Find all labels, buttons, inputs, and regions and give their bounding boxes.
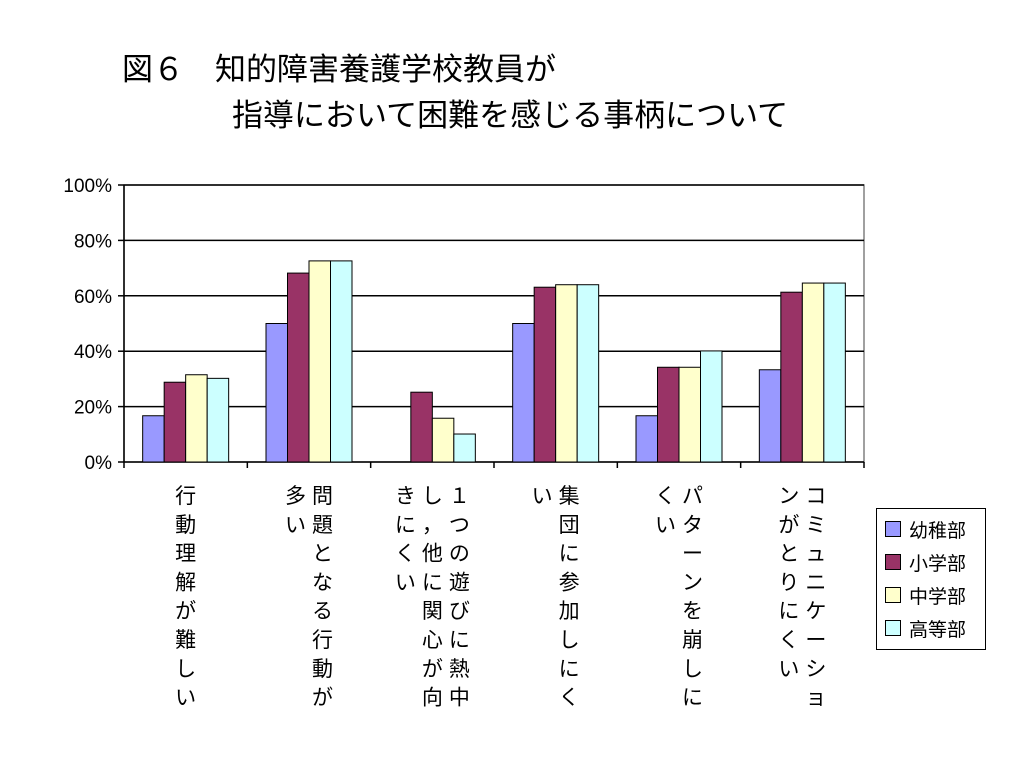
legend-swatch xyxy=(885,554,901,570)
bar-小学部 xyxy=(657,366,680,463)
bar-中学部 xyxy=(801,282,825,463)
bar-幼稚部 xyxy=(142,415,165,463)
plot-area xyxy=(123,184,865,463)
legend-item: 高等部 xyxy=(885,613,966,643)
y-tick-label: 0% xyxy=(85,453,113,474)
bar-高等部 xyxy=(453,433,476,463)
bar-高等部 xyxy=(330,260,353,463)
y-tick-label: 80% xyxy=(74,231,112,252)
bar-中学部 xyxy=(431,417,455,463)
x-category-label-column: い xyxy=(532,484,553,508)
legend-item: 中学部 xyxy=(885,580,966,610)
bar-中学部 xyxy=(185,374,208,463)
legend-item: 小学部 xyxy=(885,547,966,577)
x-category-label-column: くい xyxy=(655,484,676,537)
x-category-label-column: ンがとりにくい xyxy=(778,484,799,681)
bar-高等部 xyxy=(576,284,600,463)
x-category-label: 行動理解が難しい xyxy=(175,484,196,710)
legend-item: 幼稚部 xyxy=(885,514,966,544)
x-category-label-column: パターンを崩しに xyxy=(682,484,703,710)
chart-title-line2: 指導において困難を感じる事柄について xyxy=(232,98,789,134)
bar-高等部 xyxy=(206,377,230,463)
bar-幼稚部 xyxy=(265,323,288,463)
x-category-label-column: 行動理解が難しい xyxy=(175,484,196,710)
legend-swatch xyxy=(885,587,901,603)
bar-幼稚部 xyxy=(635,415,658,463)
x-category-label-column: 問題となる行動が xyxy=(312,484,333,710)
legend-label: 中学部 xyxy=(909,585,967,608)
x-category-label-column: 集団に参加しにく xyxy=(559,484,580,710)
legend-label: 小学部 xyxy=(909,552,967,575)
legend-swatch xyxy=(885,521,901,537)
y-tick-label: 40% xyxy=(74,342,112,363)
bar-中学部 xyxy=(678,366,701,463)
bar-小学部 xyxy=(533,286,557,463)
bar-小学部 xyxy=(410,391,433,463)
chart-title-line1: 図６ 知的障害養護学校教員が xyxy=(122,52,556,88)
x-category-label-column: 多い xyxy=(285,484,306,537)
y-tick-label: 100% xyxy=(63,176,112,197)
bar-小学部 xyxy=(163,381,187,463)
x-category-label-column: し，他に関心が向 xyxy=(422,484,443,710)
bar-幼稚部 xyxy=(512,323,535,463)
y-tick-label: 20% xyxy=(74,398,112,419)
x-category-label-column: コミュニケーショ xyxy=(805,484,826,710)
bar-幼稚部 xyxy=(758,369,782,463)
x-category-label-column: １つの遊びに熱中 xyxy=(449,484,470,710)
bar-中学部 xyxy=(555,284,578,463)
bar-中学部 xyxy=(308,260,331,463)
chart-legend: 幼稚部小学部中学部高等部 xyxy=(876,508,986,650)
legend-swatch xyxy=(885,620,901,636)
bar-高等部 xyxy=(823,282,846,463)
bar-高等部 xyxy=(700,350,723,463)
legend-label: 幼稚部 xyxy=(909,519,967,542)
legend-label: 高等部 xyxy=(909,618,967,641)
bar-小学部 xyxy=(287,272,310,463)
x-category-label-column: きにくい xyxy=(395,484,416,594)
bar-小学部 xyxy=(780,291,803,463)
y-tick-label: 60% xyxy=(74,287,112,308)
